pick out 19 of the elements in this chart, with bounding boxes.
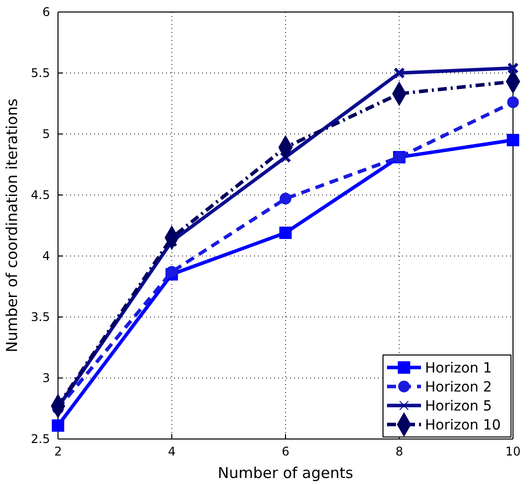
legend-label: Horizon 5 bbox=[425, 398, 492, 414]
legend-label: Horizon 10 bbox=[425, 418, 501, 434]
y-tick-label: 4.5 bbox=[30, 188, 50, 202]
x-tick-label: 8 bbox=[395, 444, 404, 459]
y-tick-label: 6 bbox=[42, 4, 50, 19]
x-axis-title: Number of agents bbox=[218, 464, 354, 482]
x-tick-label: 10 bbox=[505, 444, 521, 459]
y-tick-label: 3 bbox=[42, 370, 50, 385]
legend-label: Horizon 2 bbox=[425, 380, 492, 396]
y-tick-label: 2.5 bbox=[30, 432, 50, 446]
x-tick-label: 4 bbox=[168, 444, 176, 459]
y-tick-label: 4 bbox=[42, 248, 50, 263]
y-tick-label: 5.5 bbox=[30, 66, 50, 80]
y-tick-label: 3.5 bbox=[30, 310, 50, 324]
legend-label: Horizon 1 bbox=[425, 360, 492, 376]
x-tick-label: 6 bbox=[282, 444, 290, 459]
y-tick-label: 5 bbox=[42, 126, 50, 141]
x-tick-label: 2 bbox=[54, 444, 62, 459]
y-axis-title: Number of coordination iterations bbox=[3, 98, 21, 352]
